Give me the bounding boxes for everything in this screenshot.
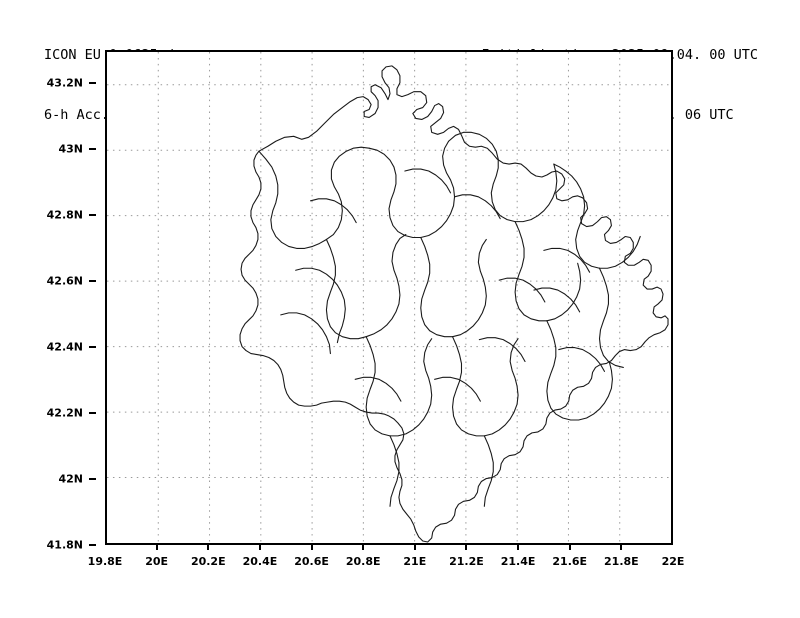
municipal-boundary-15 — [598, 267, 624, 368]
municipal-boundary-4 — [420, 140, 456, 239]
x-tick-mark — [413, 545, 416, 550]
x-tick-label: 21.6E — [552, 555, 588, 568]
municipal-boundary-12 — [452, 238, 487, 338]
y-tick-label: 43.2N — [46, 76, 83, 90]
x-tick-label: 21E — [403, 555, 427, 568]
kosovo-national-outline — [239, 65, 669, 543]
municipal-boundary-8 — [598, 235, 641, 269]
municipal-boundary-2 — [325, 146, 370, 241]
municipal-boundary-13 — [514, 221, 548, 322]
municipal-boundary-33 — [310, 198, 357, 224]
municipal-boundary-3 — [368, 147, 422, 239]
x-tick-label: 20.2E — [190, 555, 226, 568]
y-tick-mark — [89, 478, 96, 480]
map-canvas — [107, 52, 671, 543]
x-tick-label: 19.8E — [87, 555, 123, 568]
x-tick-mark — [362, 545, 365, 550]
y-tick-label: 41.8N — [46, 538, 83, 552]
x-tick-mark — [258, 545, 261, 550]
y-tick-label: 42.4N — [46, 340, 83, 354]
municipal-boundary-10 — [365, 233, 407, 338]
x-tick-mark — [465, 545, 468, 550]
x-tick-mark — [310, 545, 313, 550]
municipal-boundary-18 — [452, 336, 485, 437]
y-tick-label: 42.2N — [46, 406, 83, 420]
x-tick-mark — [155, 545, 158, 550]
x-tick-label: 20E — [145, 555, 169, 568]
y-tick-mark — [89, 148, 96, 150]
municipal-boundary-5 — [448, 131, 516, 223]
municipal-boundary-24 — [295, 267, 346, 344]
x-axis-labels: 19.8E 20E 20.2E 20.4E 20.6E 20.8E 21E 21.2E 21.4… — [88, 545, 684, 569]
y-tick-label: 42N — [58, 472, 83, 486]
municipal-boundary-22 — [389, 435, 400, 507]
x-tick-mark — [517, 545, 520, 550]
y-tick-mark — [89, 82, 96, 84]
municipal-boundary-31 — [558, 347, 606, 372]
municipal-boundary-1 — [258, 150, 327, 249]
municipal-boundary-34 — [404, 168, 452, 194]
x-tick-label: 20.4E — [242, 555, 278, 568]
municipal-boundary-21 — [570, 361, 613, 421]
municipal-boundary-28 — [533, 287, 581, 313]
municipal-boundary-17 — [389, 338, 433, 437]
municipal-boundary-32 — [498, 277, 546, 303]
y-tick-mark — [89, 214, 96, 216]
municipal-boundary-30 — [354, 376, 402, 402]
municipal-boundary-26 — [453, 194, 501, 220]
municipal-boundary-27 — [543, 247, 591, 273]
municipal-boundary-23 — [483, 435, 494, 507]
municipal-boundary-11 — [420, 236, 454, 338]
y-tick-label: 42.6N — [46, 274, 83, 288]
y-tick-mark — [89, 412, 96, 414]
municipal-boundary-20 — [546, 320, 572, 421]
municipal-boundary-16 — [365, 336, 391, 437]
municipal-boundary-14 — [546, 262, 582, 322]
x-tick-label: 20.8E — [345, 555, 381, 568]
municipal-boundary-29 — [434, 376, 481, 402]
y-tick-label: 43N — [58, 142, 83, 156]
municipal-boundary-9 — [325, 238, 367, 340]
y-tick-mark — [89, 280, 96, 282]
x-tick-label: 21.4E — [500, 555, 536, 568]
x-tick-label: 21.8E — [604, 555, 639, 568]
municipal-boundary-7 — [553, 163, 601, 269]
x-tick-label: 21.2E — [449, 555, 484, 568]
x-tick-mark — [620, 545, 623, 550]
x-tick-mark — [207, 545, 210, 550]
gridlines-group — [107, 52, 671, 543]
y-axis-labels: 41.8N 42N 42.2N 42.4N 42.6N 42.8N 43N 43.2N — [0, 50, 97, 552]
municipal-boundary-25 — [280, 312, 331, 355]
y-tick-mark — [89, 346, 96, 348]
kosovo-boundaries-group — [239, 65, 669, 543]
map-plot-area — [105, 50, 673, 545]
y-tick-mark — [89, 544, 96, 546]
y-tick-label: 42.8N — [46, 208, 83, 222]
x-tick-label: 22E — [661, 555, 685, 568]
municipal-boundary-6 — [514, 163, 558, 223]
x-tick-mark — [568, 545, 571, 550]
municipal-boundary-19 — [483, 338, 519, 437]
x-tick-label: 20.6E — [294, 555, 329, 568]
municipal-boundary-35 — [478, 337, 526, 363]
